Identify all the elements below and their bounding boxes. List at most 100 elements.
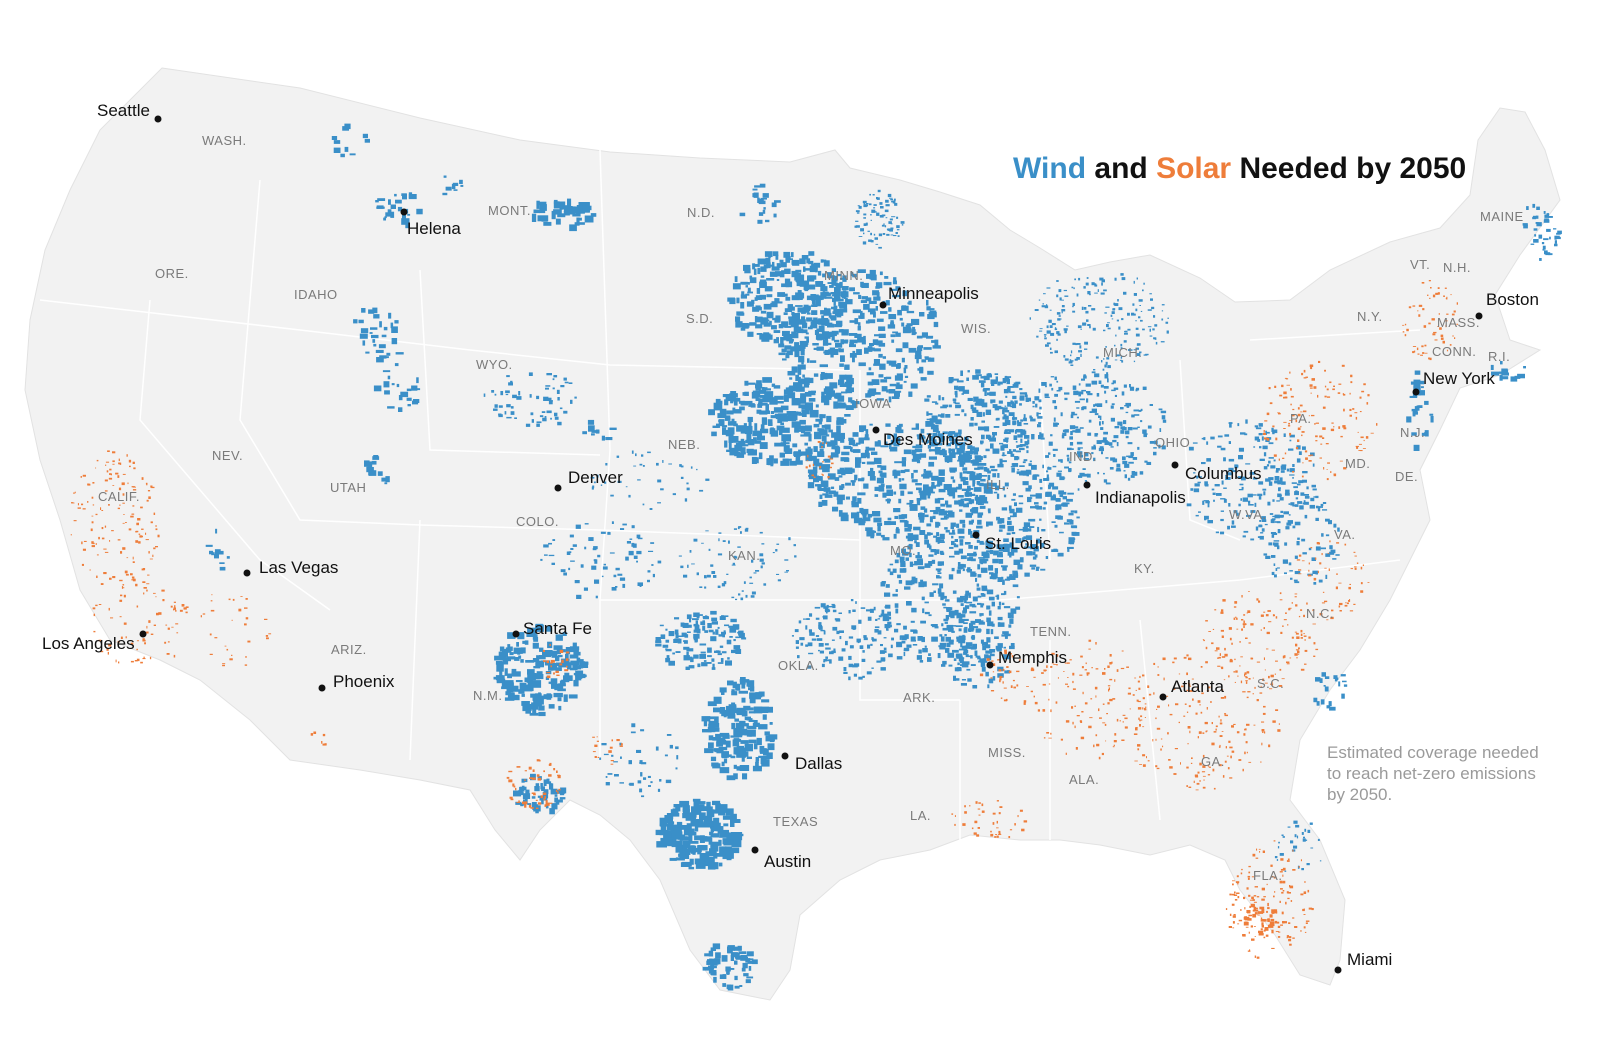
wind-patch xyxy=(937,414,943,417)
wind-patch xyxy=(1226,471,1228,475)
wind-patch xyxy=(384,216,387,219)
wind-patch xyxy=(543,779,547,786)
solar-dot xyxy=(155,546,158,548)
solar-dot xyxy=(1197,771,1200,774)
solar-dot xyxy=(200,615,202,618)
wind-patch xyxy=(959,616,963,619)
wind-patch xyxy=(725,660,732,666)
wind-patch xyxy=(909,500,914,504)
solar-dot xyxy=(122,584,125,586)
wind-patch xyxy=(708,968,712,974)
wind-patch xyxy=(1243,530,1249,533)
wind-patch xyxy=(864,347,869,354)
wind-patch xyxy=(1114,359,1118,361)
wind-patch xyxy=(731,596,735,599)
wind-patch xyxy=(887,193,892,198)
wind-patch xyxy=(1292,464,1295,467)
wind-patch xyxy=(929,441,935,447)
wind-patch xyxy=(731,626,739,630)
wind-patch xyxy=(792,443,798,448)
wind-patch xyxy=(713,854,718,859)
wind-patch xyxy=(1198,511,1201,513)
wind-patch xyxy=(918,513,925,518)
solar-dot xyxy=(149,656,152,660)
wind-patch xyxy=(955,444,958,450)
wind-patch xyxy=(854,333,862,338)
wind-patch xyxy=(1413,385,1421,391)
wind-patch xyxy=(957,566,962,570)
wind-patch xyxy=(1077,429,1080,432)
wind-patch xyxy=(880,206,884,209)
wind-patch xyxy=(1094,433,1098,437)
wind-patch xyxy=(1042,464,1044,469)
wind-patch xyxy=(572,665,582,670)
solar-dot xyxy=(1188,657,1192,661)
wind-patch xyxy=(538,705,545,711)
wind-patch xyxy=(851,625,857,630)
wind-patch xyxy=(514,694,520,701)
wind-patch xyxy=(1015,606,1021,610)
wind-patch xyxy=(690,819,701,827)
wind-patch xyxy=(901,640,906,644)
wind-patch xyxy=(1114,303,1119,306)
wind-patch xyxy=(970,647,977,650)
wind-patch xyxy=(866,447,875,451)
wind-patch xyxy=(813,423,820,428)
wind-patch xyxy=(955,452,961,455)
wind-patch xyxy=(746,401,750,404)
wind-patch xyxy=(953,543,957,546)
wind-patch xyxy=(949,470,956,473)
solar-dot xyxy=(1104,668,1106,670)
wind-patch xyxy=(900,221,905,224)
wind-patch xyxy=(1017,469,1020,471)
wind-patch xyxy=(975,369,981,374)
wind-patch xyxy=(810,321,818,329)
solar-dot xyxy=(524,770,527,772)
wind-patch xyxy=(813,347,820,350)
wind-patch xyxy=(370,327,378,330)
solar-dot xyxy=(536,759,540,762)
solar-dot xyxy=(70,534,72,536)
wind-patch xyxy=(713,575,717,578)
wind-patch xyxy=(1121,277,1126,281)
wind-patch xyxy=(1043,478,1048,481)
wind-patch xyxy=(900,560,906,564)
wind-patch xyxy=(912,326,916,332)
wind-patch xyxy=(665,779,672,784)
wind-patch xyxy=(1253,446,1256,448)
wind-patch xyxy=(700,816,712,821)
wind-patch xyxy=(659,817,668,827)
wind-patch xyxy=(828,490,836,494)
wind-patch xyxy=(973,626,979,629)
solar-dot xyxy=(112,576,116,579)
wind-patch xyxy=(857,269,866,273)
wind-patch xyxy=(1088,419,1092,423)
wind-patch xyxy=(548,554,555,557)
wind-patch xyxy=(815,462,823,467)
wind-patch xyxy=(894,461,903,464)
wind-patch xyxy=(633,465,637,467)
wind-patch xyxy=(735,722,745,729)
wind-patch xyxy=(801,409,810,415)
solar-dot xyxy=(1191,757,1193,759)
solar-dot xyxy=(530,807,534,809)
solar-dot xyxy=(1139,675,1141,678)
wind-patch xyxy=(830,354,834,358)
wind-patch xyxy=(742,773,748,780)
solar-dot xyxy=(98,536,100,540)
wind-patch xyxy=(734,731,740,737)
solar-dot xyxy=(1074,725,1076,729)
wind-patch xyxy=(962,467,968,471)
wind-patch xyxy=(916,459,921,464)
wind-patch xyxy=(874,334,881,337)
wind-patch xyxy=(979,542,985,545)
solar-dot xyxy=(1244,751,1246,755)
solar-dot xyxy=(558,788,561,791)
wind-patch xyxy=(1129,384,1131,388)
wind-patch xyxy=(976,583,980,587)
wind-patch xyxy=(713,971,717,976)
solar-dot xyxy=(143,656,145,658)
wind-patch xyxy=(845,297,848,303)
wind-patch xyxy=(1070,364,1074,366)
wind-patch xyxy=(898,580,903,584)
